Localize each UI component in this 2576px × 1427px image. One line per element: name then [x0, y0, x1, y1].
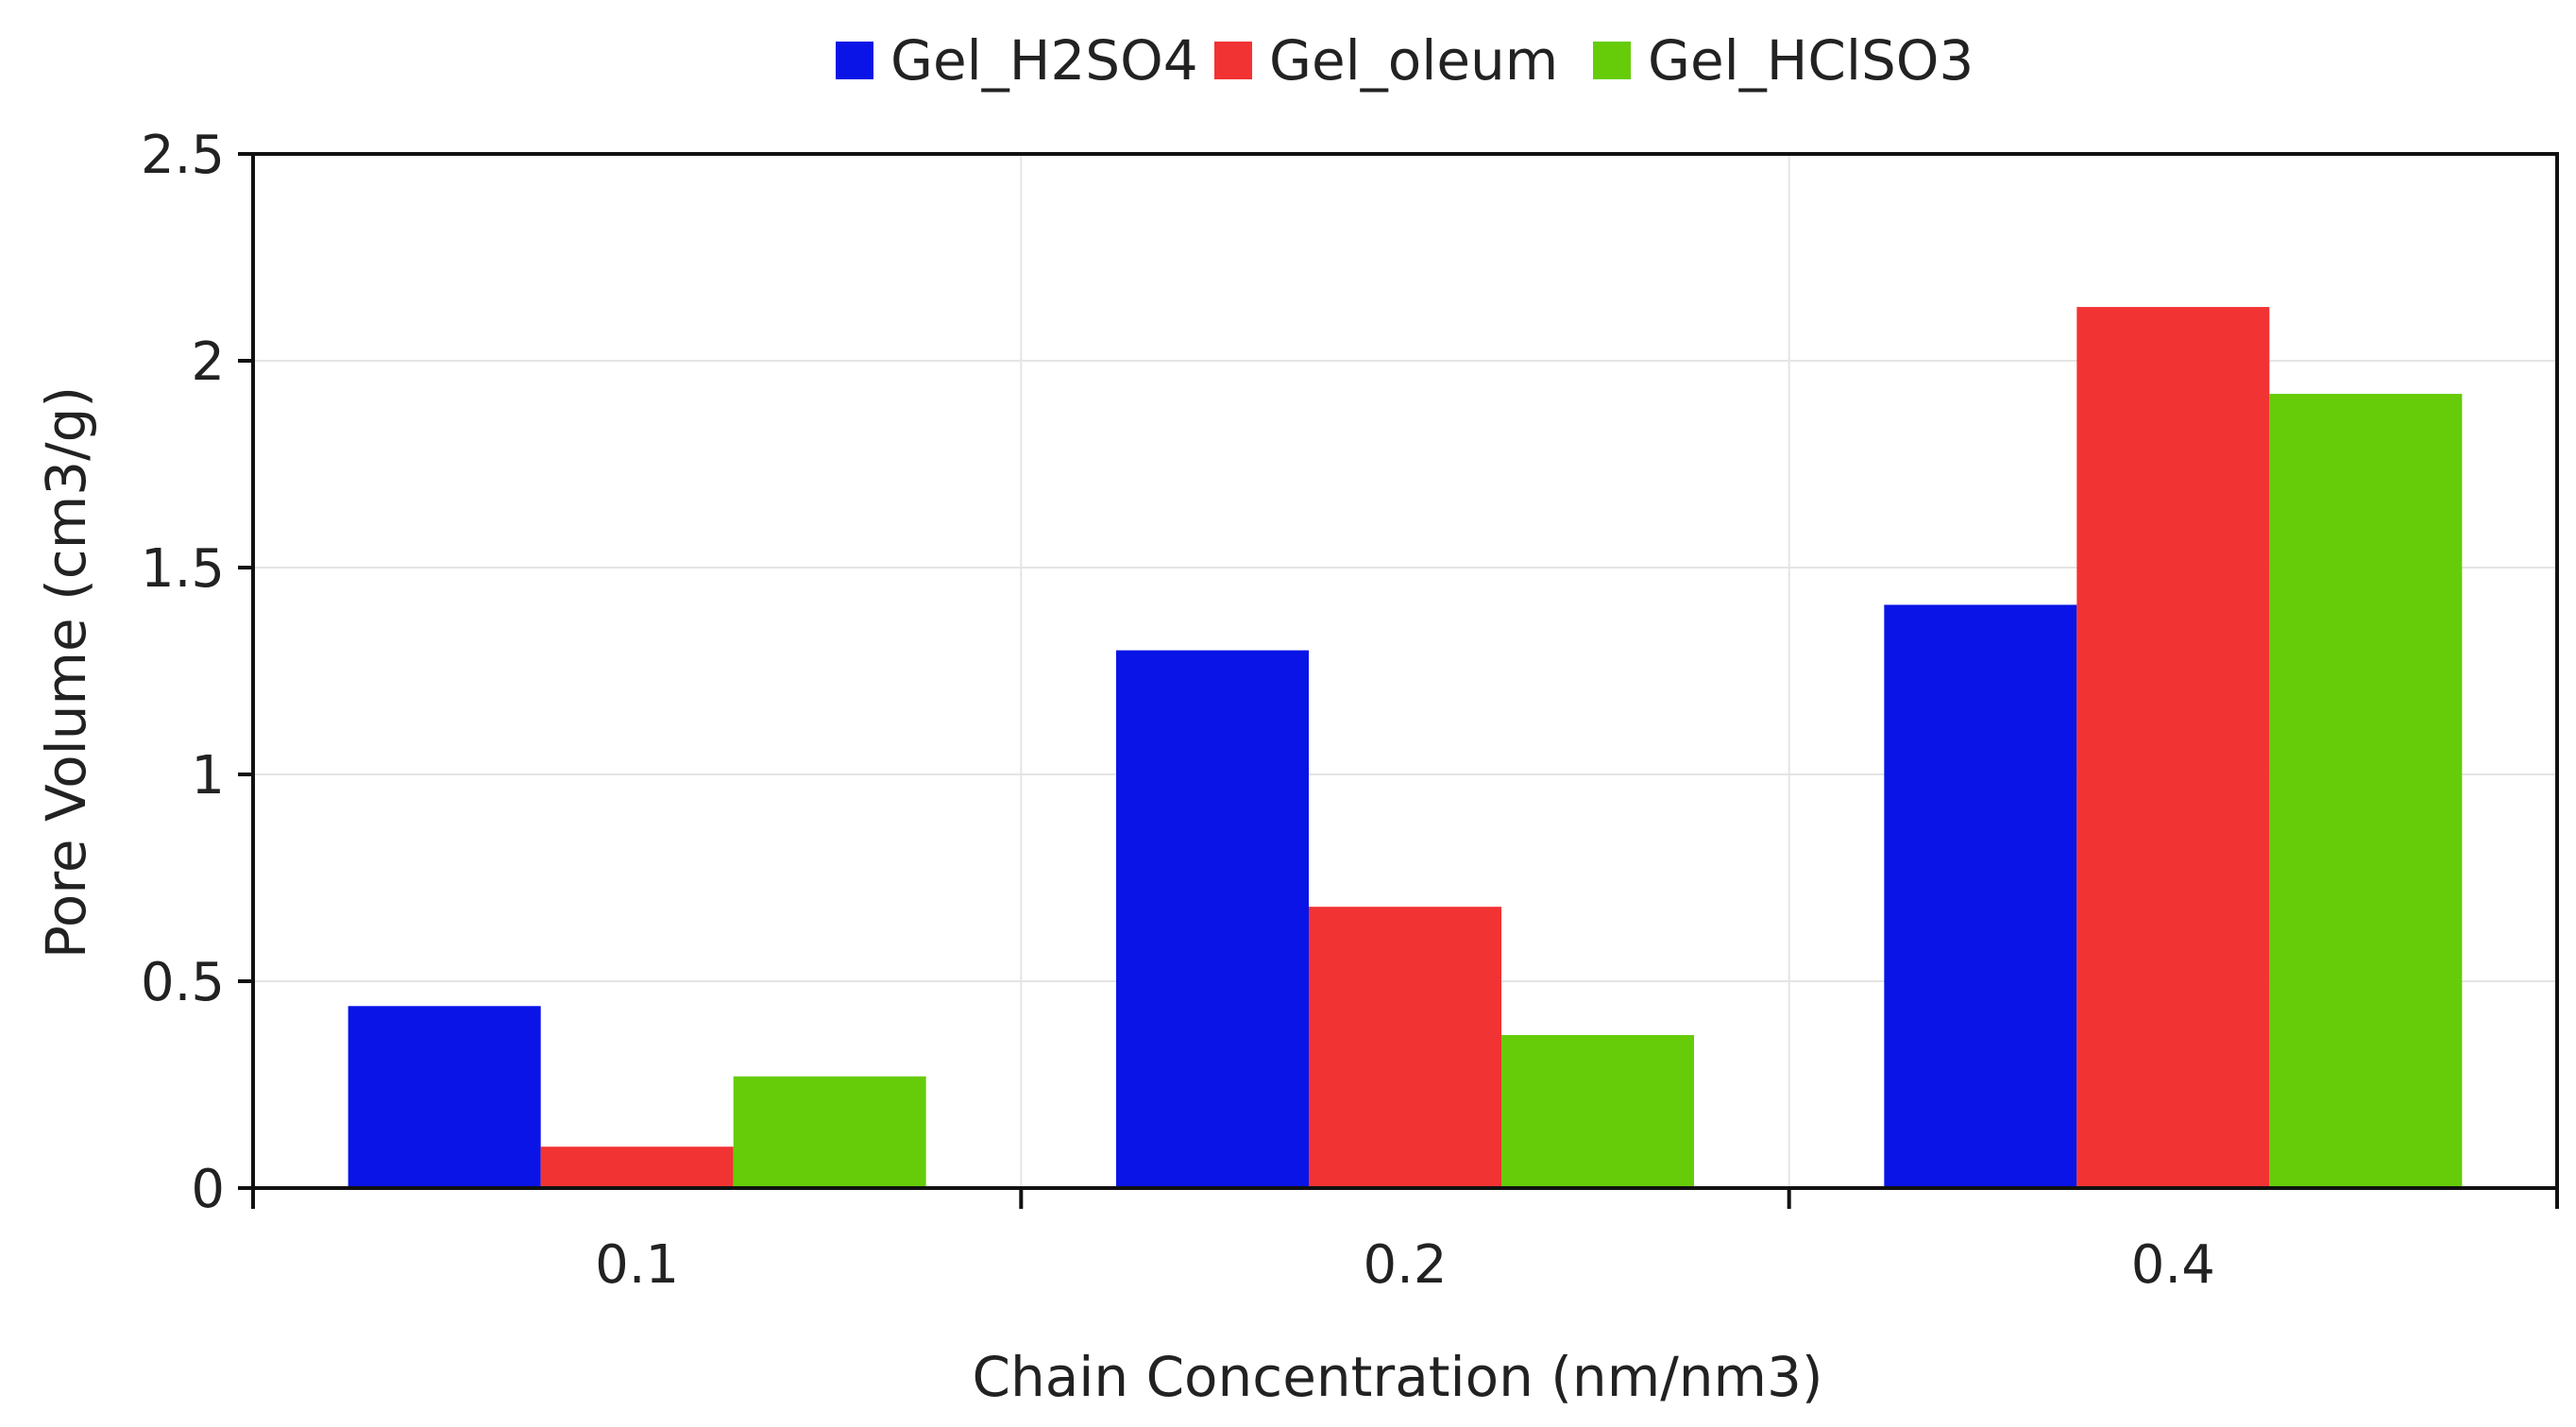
y-tick-label-4: 2	[191, 331, 225, 393]
x-tick-label-0.2: 0.2	[1363, 1234, 1447, 1296]
legend: Gel_H2SO4 Gel_oleum Gel_HClSO3	[836, 28, 1974, 93]
bar-Gel_H2SO4-0.1	[347, 1006, 541, 1188]
x-axis-title: Chain Concentration (nm/nm3)	[972, 1345, 1822, 1409]
bar-Gel_H2SO4-0.2	[1116, 650, 1309, 1188]
bar-Gel_HClSO3-0.2	[1501, 1034, 1694, 1188]
legend-label-Gel_H2SO4: Gel_H2SO4	[890, 28, 1198, 93]
axes	[238, 152, 2559, 1209]
legend-swatch-Gel_HClSO3	[1593, 42, 1631, 79]
bar-Gel_HClSO3-0.1	[733, 1076, 926, 1188]
legend-swatch-Gel_oleum	[1214, 42, 1252, 79]
legend-label-Gel_oleum: Gel_oleum	[1269, 28, 1558, 93]
y-tick-label-0: 0	[191, 1159, 225, 1220]
tick-labels: 0 0.5 1 1.5 2 2.5 0.1 0.2 0.4	[141, 125, 2215, 1296]
y-tick-label-2: 1	[191, 745, 225, 807]
y-tick-label-5: 2.5	[141, 125, 225, 186]
legend-label-Gel_HClSO3: Gel_HClSO3	[1648, 28, 1974, 93]
y-tick-label-1: 0.5	[141, 952, 225, 1013]
bar-Gel_oleum-0.2	[1309, 907, 1501, 1188]
bar-Gel_oleum-0.4	[2076, 307, 2270, 1188]
x-tick-label-0.1: 0.1	[595, 1234, 679, 1296]
legend-swatch-Gel_H2SO4	[836, 42, 873, 79]
x-tick-label-0.4: 0.4	[2131, 1234, 2215, 1296]
y-axis-title: Pore Volume (cm3/g)	[34, 386, 98, 959]
y-tick-label-3: 1.5	[141, 538, 225, 600]
plot-frame	[251, 152, 2559, 1190]
bar-Gel_HClSO3-0.4	[2269, 394, 2463, 1188]
bar-Gel_oleum-0.1	[540, 1147, 734, 1188]
bar-Gel_H2SO4-0.4	[1884, 604, 2077, 1188]
bars	[347, 307, 2463, 1188]
